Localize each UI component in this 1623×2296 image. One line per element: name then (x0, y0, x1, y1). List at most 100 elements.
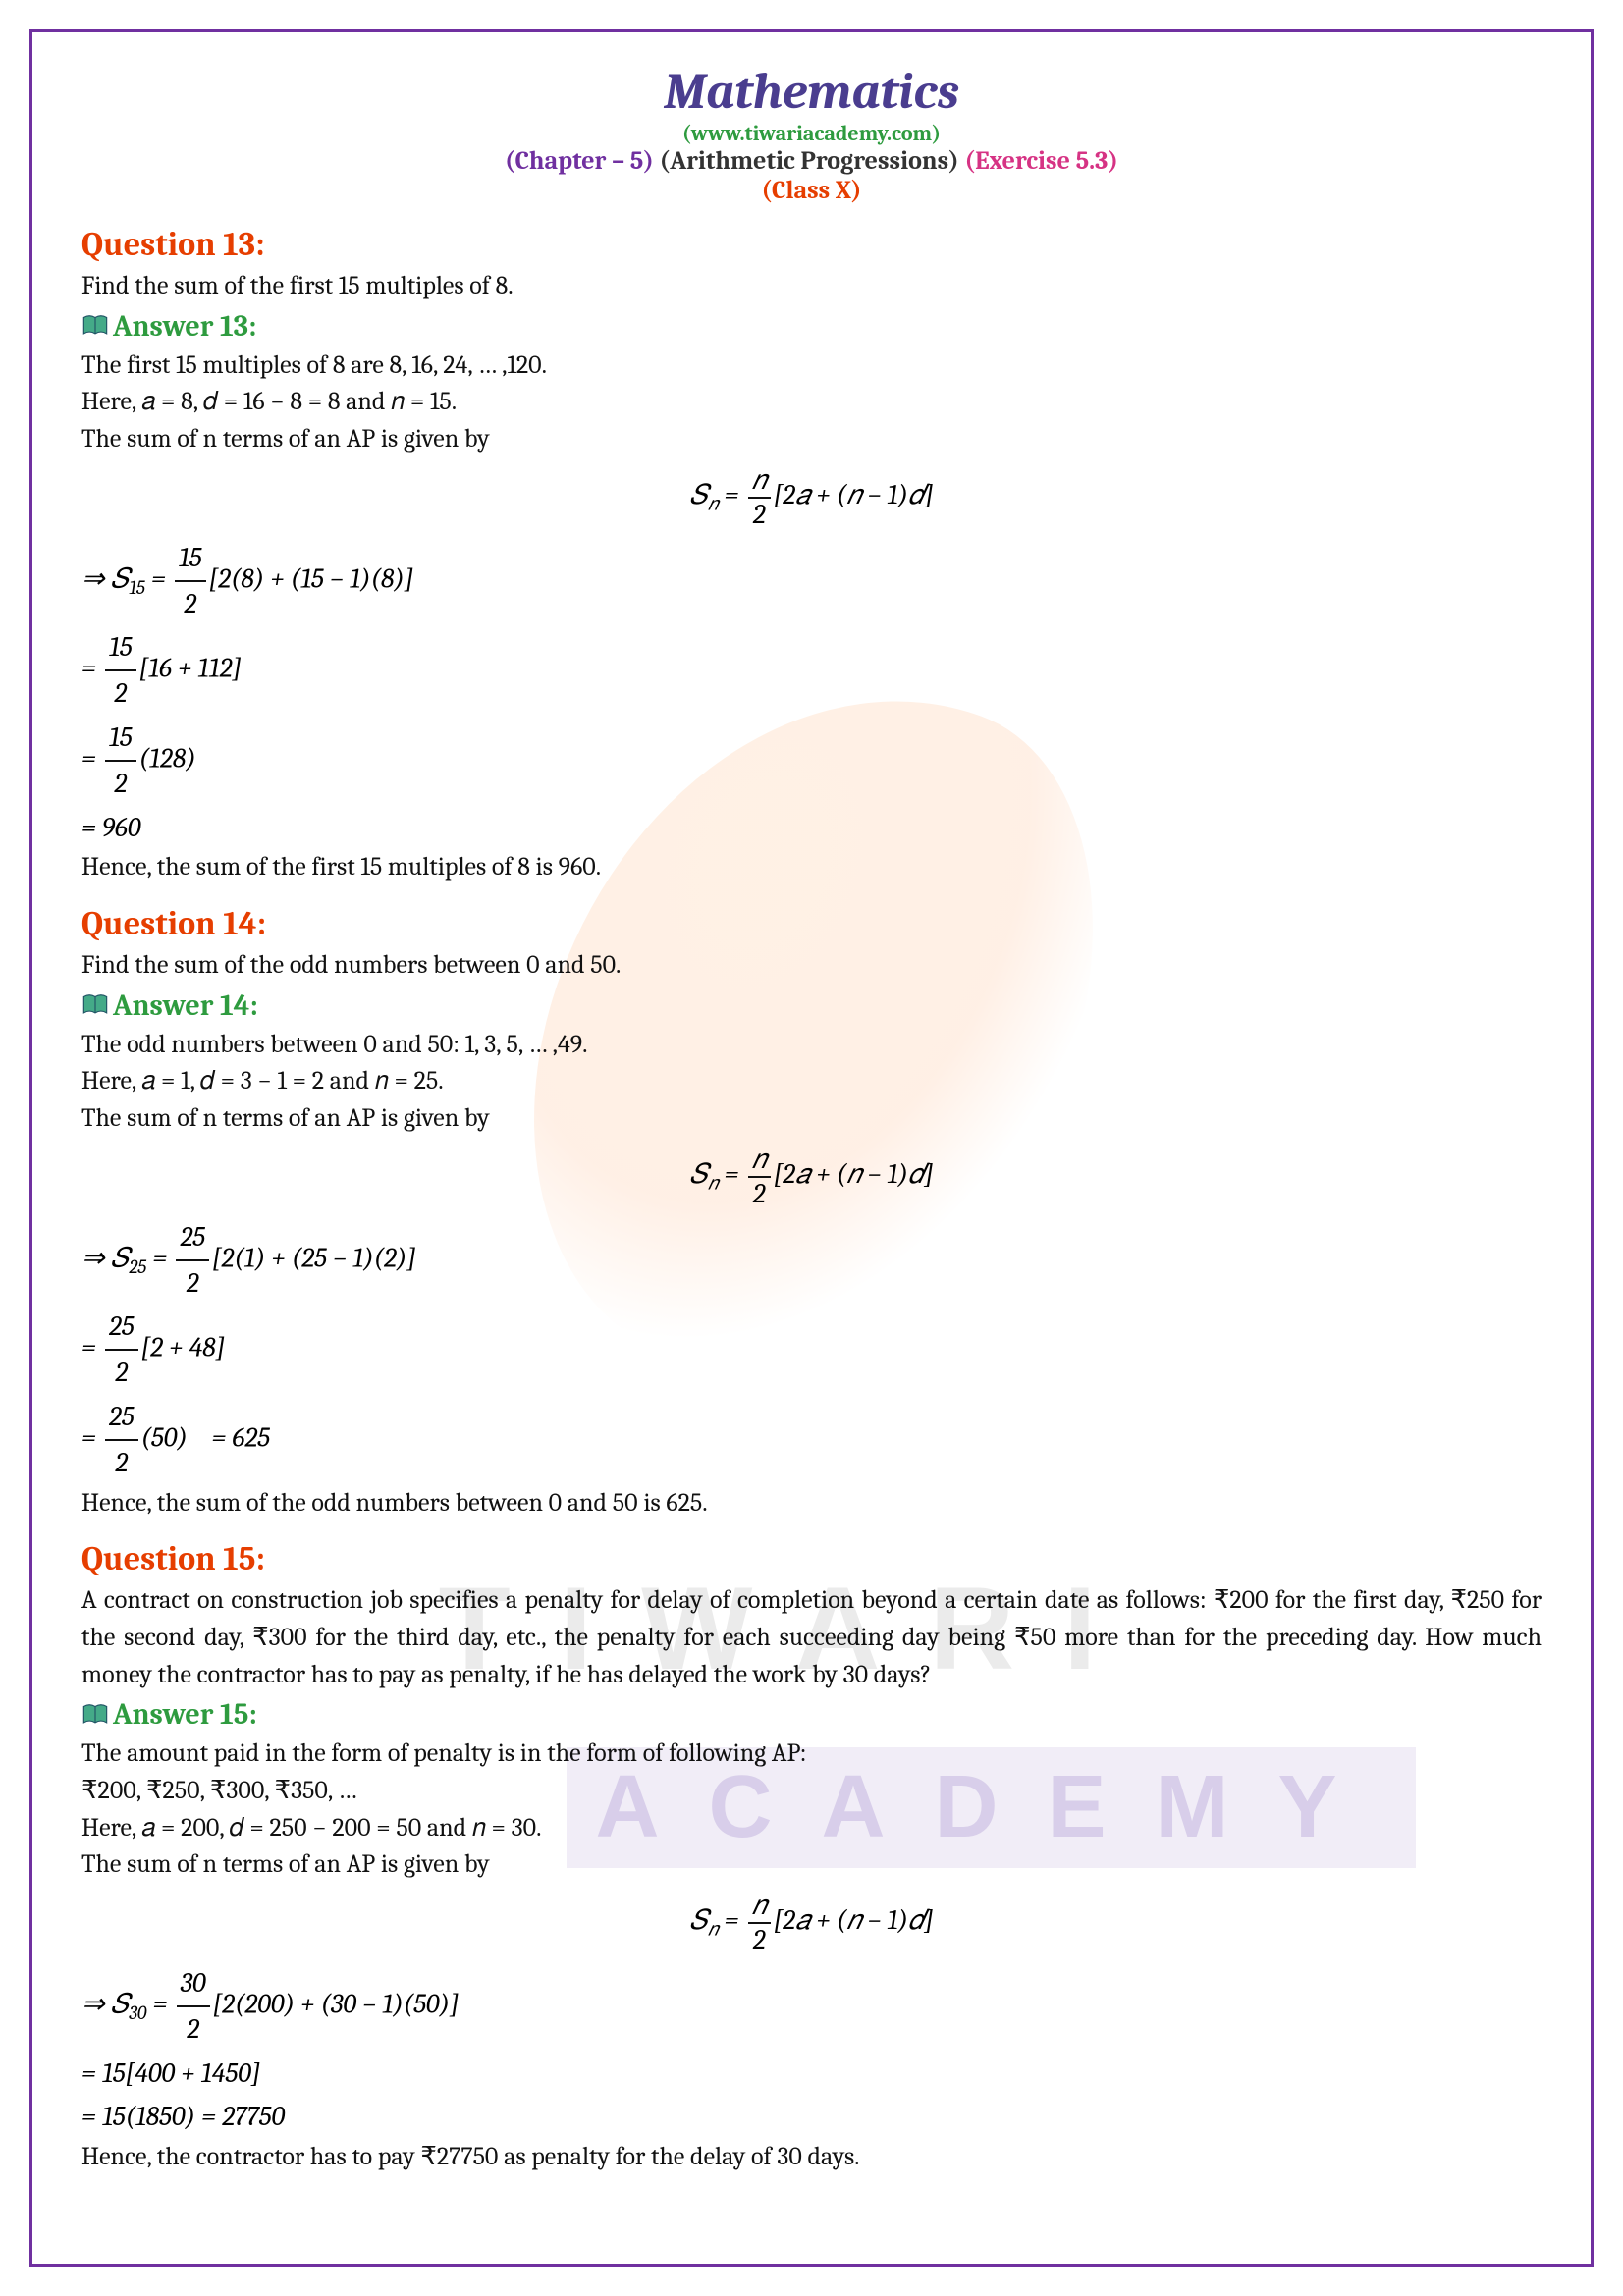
subject-title: Mathematics (81, 62, 1542, 121)
formula-s: 𝑆 (689, 1158, 708, 1190)
answer-13-label: Answer 13: (113, 309, 256, 344)
step-sub: 15 (129, 576, 145, 599)
step-rest: [2(8) + (15 − 1)(8)] (209, 562, 414, 594)
q14-line2: Here, 𝑎 = 1, 𝑑 = 3 − 1 = 2 and 𝑛 = 25. (81, 1063, 1542, 1100)
frac-num: 25 (176, 1215, 209, 1261)
formula-s: 𝑆 (689, 479, 708, 510)
frac-num: 25 (105, 1305, 138, 1351)
formula-eq: = (718, 1904, 744, 1936)
class-label: (Class X) (81, 176, 1542, 205)
question-15-heading: Question 15: (81, 1539, 1542, 1578)
question-14-heading: Question 14: (81, 904, 1542, 943)
step-prefix: = (81, 653, 102, 684)
frac-den: 2 (105, 762, 136, 806)
q13-step2: = 152[16 + 112] (81, 625, 1542, 716)
answer-13-heading: Answer 13: (81, 309, 1542, 344)
formula-s: 𝑆 (689, 1904, 708, 1936)
step-rest: [2(1) + (25 − 1)(2)] (212, 1242, 416, 1273)
formula-eq: = (718, 1158, 744, 1190)
step-prefix: ⇒ 𝑆 (81, 1242, 129, 1273)
question-13-text: Find the sum of the first 15 multiples o… (81, 268, 1542, 305)
formula-eq: = (718, 479, 744, 510)
q15-step3: = 15(1850) = 27750 (81, 2095, 1542, 2139)
frac-den: 2 (105, 671, 136, 716)
frac-num: 30 (177, 1961, 210, 2007)
q14-step3: = 252(50) = 625 (81, 1395, 1542, 1485)
frac-num: 𝑛 (748, 464, 771, 499)
q14-step1: ⇒ 𝑆25 = 252[2(1) + (25 − 1)(2)] (81, 1215, 1542, 1306)
step-prefix: = (81, 1332, 102, 1363)
q13-step4: = 960 (81, 806, 1542, 850)
step-rest: [2(200) + (30 − 1)(50)] (213, 1988, 460, 2019)
page-header: Mathematics (www.tiwariacademy.com) (Cha… (81, 62, 1542, 205)
frac-den: 2 (748, 1178, 771, 1209)
frac-num: 15 (105, 625, 136, 671)
q14-line1: The odd numbers between 0 and 50: 1, 3, … (81, 1027, 1542, 1064)
q15-step1: ⇒ 𝑆30 = 302[2(200) + (30 − 1)(50)] (81, 1961, 1542, 2052)
formula-rhs: [2𝑎 + (𝑛 − 1)𝑑] (774, 1904, 934, 1936)
q14-line3: The sum of n terms of an AP is given by (81, 1100, 1542, 1138)
q14-formula: 𝑆𝑛 = 𝑛2[2𝑎 + (𝑛 − 1)𝑑] (81, 1144, 1542, 1209)
exercise-label: (Exercise 5.3) (964, 146, 1118, 176)
frac-den: 2 (105, 1441, 138, 1485)
q15-line1: The amount paid in the form of penalty i… (81, 1735, 1542, 1773)
step-prefix: = (81, 742, 102, 774)
q13-step3: = 152(128) (81, 716, 1542, 806)
q15-step2: = 15[400 + 1450] (81, 2052, 1542, 2096)
question-15-text: A contract on construction job specifies… (81, 1582, 1542, 1693)
step-rest: (128) (139, 742, 196, 774)
q13-formula: 𝑆𝑛 = 𝑛2[2𝑎 + (𝑛 − 1)𝑑] (81, 464, 1542, 530)
book-icon (81, 1699, 109, 1721)
q14-conclusion: Hence, the sum of the odd numbers betwee… (81, 1485, 1542, 1522)
step-eq: = (146, 1242, 173, 1273)
step-rest: (50) = 625 (141, 1421, 270, 1453)
site-url: (www.tiwariacademy.com) (81, 121, 1542, 146)
frac-den: 2 (176, 1261, 209, 1306)
question-14-text: Find the sum of the odd numbers between … (81, 947, 1542, 985)
answer-15-heading: Answer 15: (81, 1697, 1542, 1732)
q15-line2: ₹200, ₹250, ₹300, ₹350, … (81, 1773, 1542, 1810)
frac-num: 𝑛 (748, 1144, 771, 1178)
book-icon (81, 990, 109, 1012)
frac-den: 2 (177, 2007, 210, 2052)
chapter-prefix: (Chapter – 5) (505, 146, 654, 176)
chapter-line: (Chapter – 5) (Arithmetic Progressions) … (81, 146, 1542, 176)
answer-14-heading: Answer 14: (81, 988, 1542, 1023)
formula-rhs: [2𝑎 + (𝑛 − 1)𝑑] (774, 1158, 934, 1190)
answer-14-label: Answer 14: (113, 988, 258, 1023)
q13-step1: ⇒ 𝑆15 = 152[2(8) + (15 − 1)(8)] (81, 536, 1542, 626)
formula-sub-n: 𝑛 (708, 1918, 719, 1941)
step-eq: = (146, 1988, 173, 2019)
formula-rhs: [2𝑎 + (𝑛 − 1)𝑑] (774, 479, 934, 510)
formula-sub-n: 𝑛 (708, 1171, 719, 1194)
q15-line4: The sum of n terms of an AP is given by (81, 1846, 1542, 1884)
step-rest: [16 + 112] (139, 653, 242, 684)
frac-num: 15 (105, 716, 136, 762)
step-eq: = (145, 562, 172, 594)
frac-den: 2 (748, 499, 771, 530)
frac-num: 25 (105, 1395, 138, 1441)
book-icon (81, 311, 109, 333)
step-prefix: = (81, 1421, 102, 1453)
frac-num: 𝑛 (748, 1890, 771, 1924)
q15-line3: Here, 𝑎 = 200, 𝑑 = 250 − 200 = 50 and 𝑛 … (81, 1810, 1542, 1847)
q13-conclusion: Hence, the sum of the first 15 multiples… (81, 849, 1542, 886)
q13-line1: The first 15 multiples of 8 are 8, 16, 2… (81, 347, 1542, 385)
frac-den: 2 (748, 1924, 771, 1955)
step-sub: 30 (129, 2002, 146, 2024)
step-sub: 25 (129, 1255, 146, 1278)
q14-step2: = 252[2 + 48] (81, 1305, 1542, 1395)
frac-den: 2 (105, 1351, 138, 1395)
q13-line2: Here, 𝑎 = 8, 𝑑 = 16 − 8 = 8 and 𝑛 = 15. (81, 384, 1542, 421)
q15-conclusion: Hence, the contractor has to pay ₹27750 … (81, 2139, 1542, 2176)
answer-15-label: Answer 15: (113, 1697, 257, 1732)
frac-num: 15 (175, 536, 206, 582)
question-13-heading: Question 13: (81, 225, 1542, 264)
frac-den: 2 (175, 582, 206, 626)
q15-formula: 𝑆𝑛 = 𝑛2[2𝑎 + (𝑛 − 1)𝑑] (81, 1890, 1542, 1955)
q13-line3: The sum of n terms of an AP is given by (81, 421, 1542, 458)
content: Mathematics (www.tiwariacademy.com) (Cha… (81, 62, 1542, 2176)
step-rest: [2 + 48] (141, 1332, 226, 1363)
step-prefix: ⇒ 𝑆 (81, 562, 129, 594)
chapter-topic: (Arithmetic Progressions) (660, 146, 959, 176)
